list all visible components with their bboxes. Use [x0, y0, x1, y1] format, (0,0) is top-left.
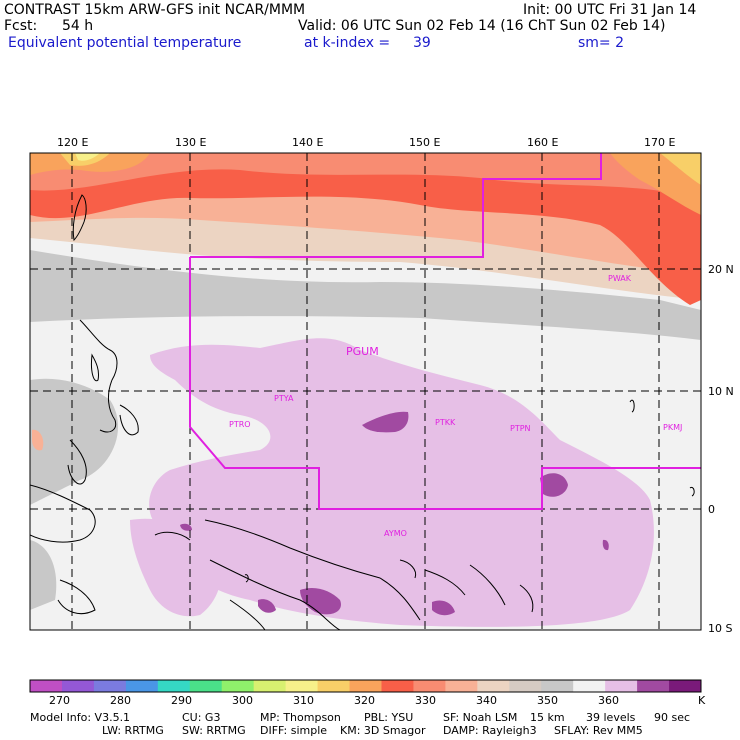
- colorbar-label-340: 340: [476, 694, 497, 707]
- model-info-line1: Model Info: V3.5.1 CU: G3 MP: Thompson P…: [30, 711, 730, 725]
- model-sf: SF: Noah LSM: [443, 711, 518, 724]
- colorbar-label-270: 270: [49, 694, 70, 707]
- colorbar-swatch: [541, 680, 574, 692]
- lon-tick-170e: 170 E: [644, 136, 676, 149]
- colorbar-swatch: [573, 680, 606, 692]
- colorbar-label-310: 310: [293, 694, 314, 707]
- level-label: at k-index =: [304, 35, 391, 51]
- colorbar-border: [29, 679, 702, 693]
- colorbar-swatch: [349, 680, 382, 692]
- station-aymo: AYMO: [384, 529, 407, 538]
- station-pkmj: PKMJ: [663, 423, 682, 432]
- level-value: 39: [413, 35, 431, 51]
- theta-e-field: [30, 153, 701, 630]
- colorbar-swatch: [253, 680, 287, 692]
- field-name: Equivalent potential temperature: [8, 35, 242, 51]
- colorbar-swatch: [189, 680, 223, 692]
- colorbar-swatch: [669, 680, 702, 692]
- station-pwak: PWAK: [608, 274, 632, 283]
- colorbar-swatch: [445, 680, 478, 692]
- valid-time: Valid: 06 UTC Sun 02 Feb 14 (16 ChT Sun …: [298, 18, 666, 34]
- lat-tick-0: 0: [708, 503, 715, 516]
- colorbar-swatch: [125, 680, 159, 692]
- colorbar-unit: K: [698, 694, 706, 707]
- lat-tick-10n: 10 N: [708, 385, 734, 398]
- station-ptkk: PTKK: [435, 418, 456, 427]
- forecast-label: Fcst:: [4, 18, 38, 34]
- model-lw: LW: RRTMG: [102, 724, 164, 737]
- model-sflay: SFLAY: Rev MM5: [554, 724, 643, 737]
- forecast-hour: 54 h: [62, 18, 94, 34]
- colorbar-label-330: 330: [415, 694, 436, 707]
- lat-tick-20n: 20 N: [708, 263, 734, 276]
- colorbar-swatch: [285, 680, 319, 692]
- model-cu: CU: G3: [182, 711, 221, 724]
- colorbar-swatch: [605, 680, 638, 692]
- lon-tick-130e: 130 E: [175, 136, 207, 149]
- colorbar-swatch: [509, 680, 542, 692]
- colorbar-swatch: [381, 680, 414, 692]
- model-damp: DAMP: Rayleigh3: [443, 724, 537, 737]
- colorbar-swatch: [317, 680, 351, 692]
- colorbar-label-290: 290: [171, 694, 192, 707]
- colorbar-swatch: [413, 680, 446, 692]
- model-resolution: 15 km: [530, 711, 565, 724]
- colorbar-label-350: 350: [537, 694, 558, 707]
- station-pgum: PGUM: [346, 345, 379, 358]
- colorbar-label-300: 300: [232, 694, 253, 707]
- colorbar-swatch: [157, 680, 191, 692]
- colorbar-swatch: [477, 680, 510, 692]
- model-info-line2: LW: RRTMG SW: RRTMG DIFF: simple KM: 3D …: [30, 724, 730, 738]
- init-time: Init: 00 UTC Fri 31 Jan 14: [523, 2, 697, 18]
- model-pbl: PBL: YSU: [364, 711, 414, 724]
- colorbar-swatch: [221, 680, 255, 692]
- station-ptya: PTYA: [274, 394, 294, 403]
- colorbar-swatch: [637, 680, 670, 692]
- lon-tick-140e: 140 E: [292, 136, 324, 149]
- model-timestep: 90 sec: [654, 711, 691, 724]
- model-version: Model Info: V3.5.1: [30, 711, 131, 724]
- model-diff: DIFF: simple: [260, 724, 328, 737]
- model-sw: SW: RRTMG: [182, 724, 246, 737]
- lon-tick-150e: 150 E: [409, 136, 441, 149]
- model-km: KM: 3D Smagor: [340, 724, 426, 737]
- lat-tick-10s: 10 S: [708, 622, 733, 635]
- colorbar: [29, 679, 702, 693]
- plot-title: CONTRAST 15km ARW-GFS init NCAR/MMM: [4, 2, 306, 18]
- lon-tick-120e: 120 E: [57, 136, 89, 149]
- colorbar-label-360: 360: [598, 694, 619, 707]
- colorbar-label-320: 320: [354, 694, 375, 707]
- model-mp: MP: Thompson: [260, 711, 341, 724]
- colorbar-swatch: [30, 680, 63, 692]
- station-ptpn: PTPN: [510, 424, 531, 433]
- station-ptro: PTRO: [229, 420, 251, 429]
- colorbar-label-280: 280: [110, 694, 131, 707]
- colorbar-swatch: [93, 680, 127, 692]
- model-levels: 39 levels: [586, 711, 636, 724]
- smoothing-label: sm= 2: [578, 35, 625, 51]
- lon-tick-160e: 160 E: [527, 136, 559, 149]
- colorbar-swatch: [61, 680, 95, 692]
